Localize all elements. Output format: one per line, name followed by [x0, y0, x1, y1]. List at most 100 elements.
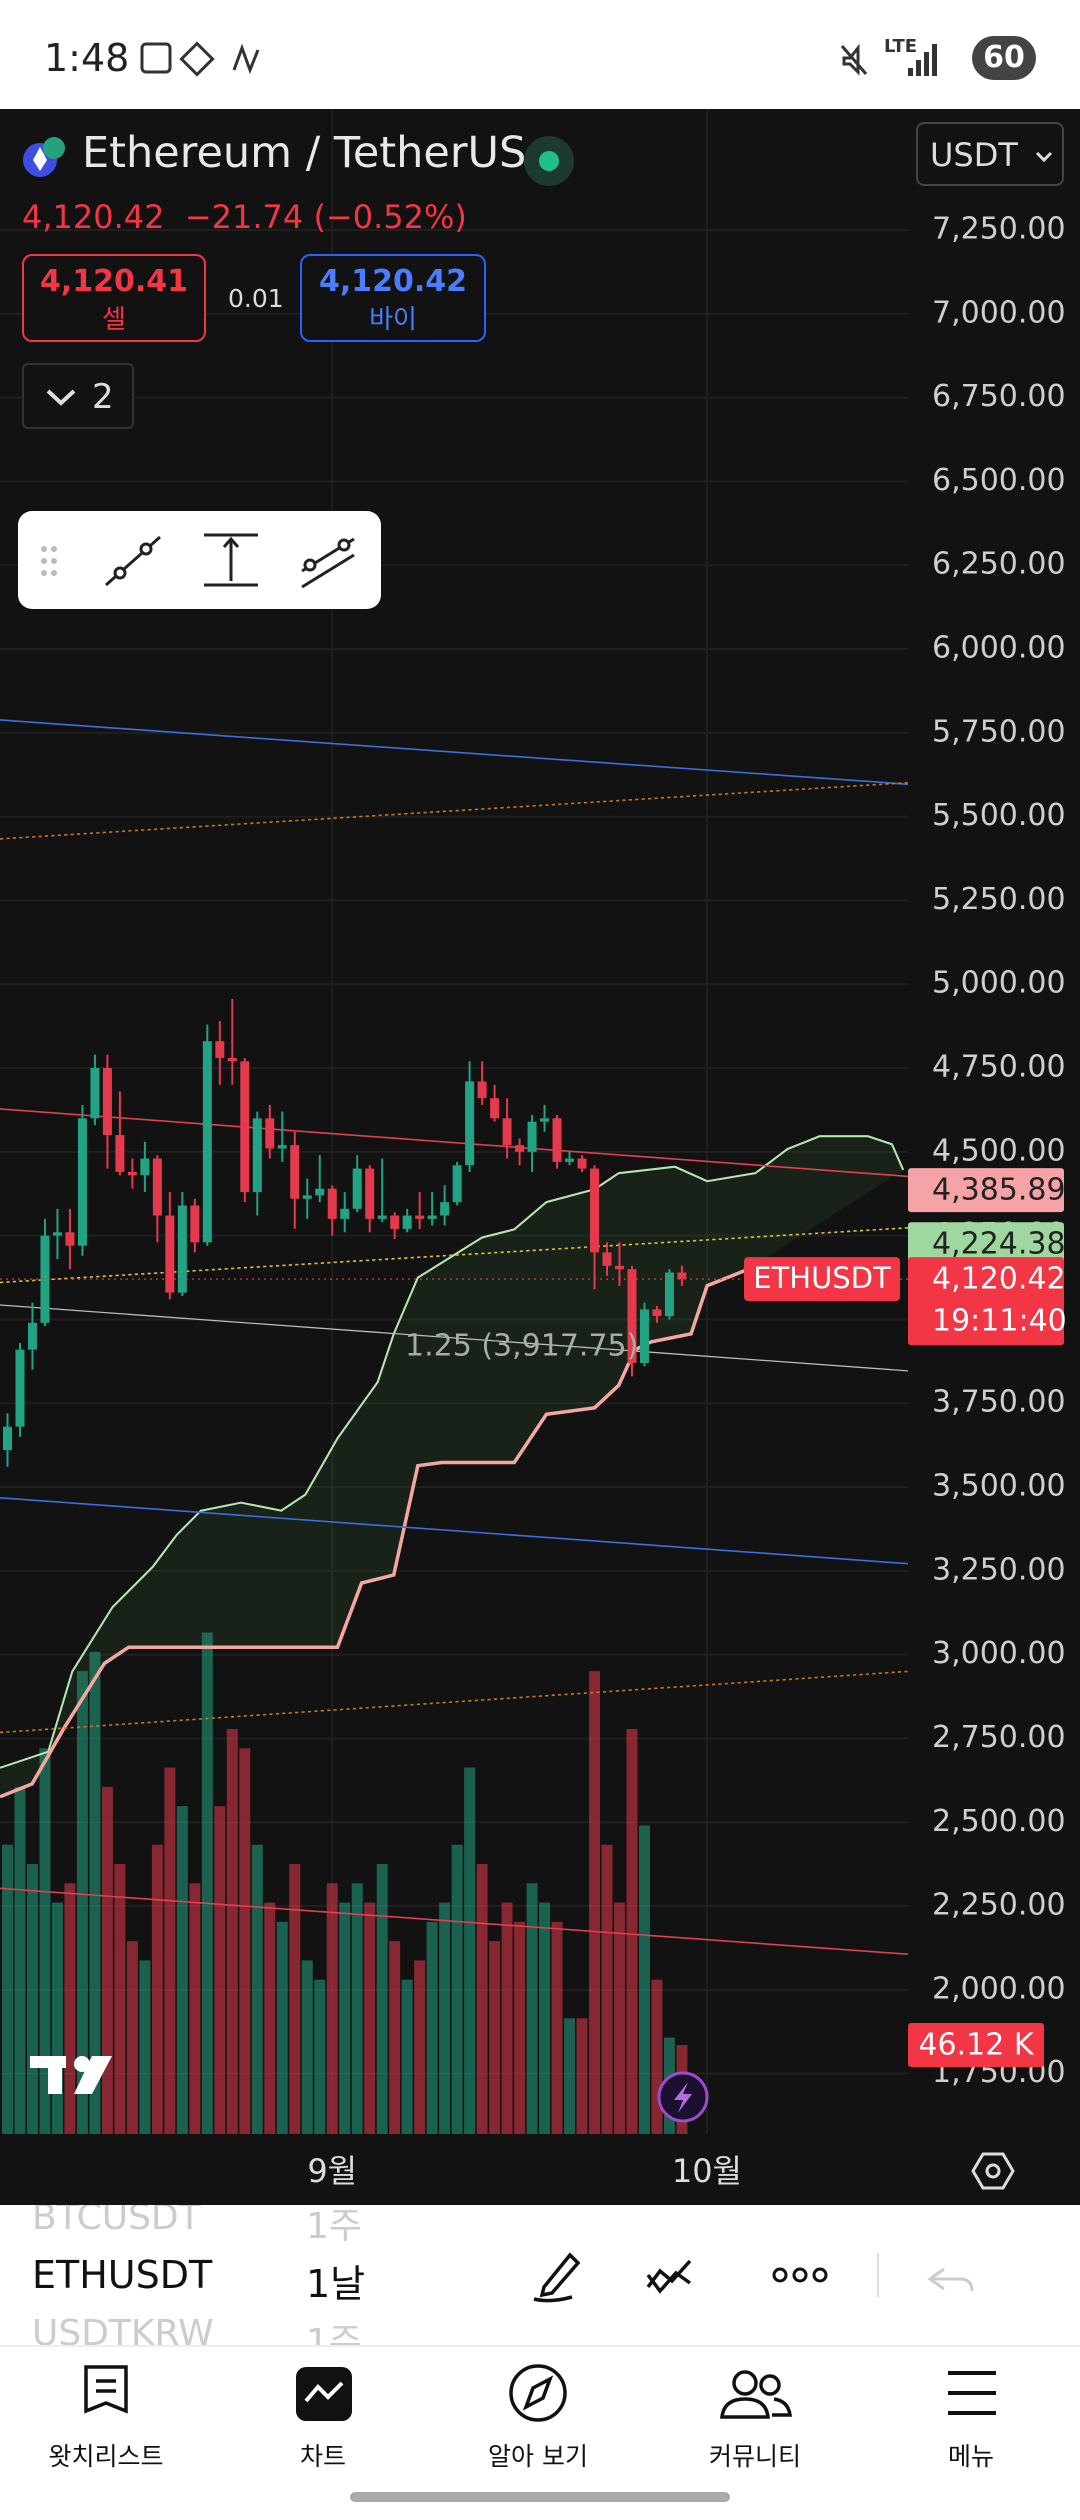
drawings — [0, 719, 909, 1956]
sell-price[interactable]: 4,120.41 — [39, 264, 189, 299]
symbol-selected[interactable]: ETHUSDT — [32, 2253, 213, 2297]
volume-pane — [1, 1632, 688, 2134]
candle-body — [352, 1168, 362, 1209]
volume-bar — [76, 1671, 88, 2134]
candle-body — [427, 1215, 437, 1219]
watchlist-icon[interactable] — [84, 2365, 128, 2414]
trend-line — [0, 1108, 909, 1178]
separator — [0, 2345, 1080, 2347]
interval-item[interactable]: 1주 — [306, 2322, 363, 2345]
y-tick-label: 5,750.00 — [932, 714, 1066, 749]
draw-button[interactable] — [533, 2252, 581, 2303]
chevron[interactable] — [44, 385, 78, 409]
y-tick-label: 6,750.00 — [932, 379, 1066, 414]
trend-tool[interactable] — [105, 535, 161, 587]
candle-body — [627, 1269, 637, 1364]
volume-bar — [301, 1960, 313, 2134]
series-tag-bg — [744, 1257, 900, 1302]
volume-bar — [226, 1729, 238, 2134]
x-tick-label: 9월 — [307, 2152, 357, 2190]
bar — [924, 52, 929, 76]
candle-body — [440, 1202, 450, 1216]
volume-bar — [626, 1729, 638, 2134]
nav-label[interactable]: 메뉴 — [947, 2442, 994, 2471]
select-arrow[interactable] — [1034, 150, 1054, 164]
series-tag: ETHUSDT — [753, 1261, 891, 1295]
volume-bar — [376, 1864, 388, 2134]
explore-icon[interactable] — [509, 2364, 567, 2422]
volume-bar — [576, 2018, 588, 2134]
candle-body — [52, 1232, 62, 1236]
sell-button[interactable]: 4,120.41 셀 — [22, 254, 206, 342]
volume-bar — [551, 1921, 563, 2134]
lightning-button[interactable] — [657, 2071, 709, 2123]
market-status — [524, 136, 574, 186]
symbol-picker[interactable]: BTCUSDT 1주 ETHUSDT 1날 USDTKRW 1주 — [0, 2205, 520, 2345]
nav-icons — [84, 2364, 996, 2422]
volume-bar — [264, 1902, 276, 2134]
channel-tool[interactable] — [301, 537, 355, 589]
volume-bar — [239, 1748, 251, 2134]
settings-icon[interactable] — [971, 2152, 1015, 2190]
volume-bar — [526, 1883, 538, 2134]
buy-label[interactable]: 바이 — [369, 305, 417, 335]
candle-body — [202, 1041, 212, 1243]
status-icons — [140, 41, 260, 77]
buy-price[interactable]: 4,120.42 — [318, 264, 468, 299]
buy-button[interactable]: 4,120.42 바이 — [300, 254, 486, 342]
nav-label[interactable]: 차트 — [299, 2442, 346, 2471]
indicator-button[interactable] — [646, 2259, 692, 2294]
symbol-item[interactable]: USDTKRW — [32, 2313, 214, 2345]
volume-bar — [539, 1902, 551, 2134]
drag-handle[interactable] — [41, 546, 57, 576]
symbol-item[interactable]: BTCUSDT — [32, 2205, 201, 2238]
arrow-path[interactable] — [1035, 151, 1053, 163]
range-tool[interactable] — [204, 533, 258, 587]
sell-label[interactable]: 셀 — [102, 305, 126, 335]
currency-select[interactable]: USDT — [916, 122, 1064, 186]
nav-label[interactable]: 커뮤니티 — [708, 2442, 801, 2471]
community-icon[interactable] — [720, 2370, 793, 2419]
trend-line — [0, 719, 909, 786]
y-tick-label: 6,000.00 — [932, 631, 1066, 666]
toolbar-icons — [41, 533, 355, 589]
chart-icon-line[interactable] — [304, 2381, 344, 2403]
candle-body — [340, 1208, 350, 1219]
hexagon[interactable] — [971, 2152, 1015, 2190]
volume-bar — [651, 1979, 663, 2134]
volume-bar — [389, 1941, 401, 2134]
logo-part — [48, 2056, 62, 2094]
volume-tag-bg — [908, 2023, 1044, 2068]
symbol-title[interactable]: Ethereum / TetherUS — [82, 128, 527, 178]
hexagon-dot[interactable] — [985, 2163, 1001, 2179]
change: −21.74 — [184, 198, 304, 236]
nav-label[interactable]: 왓치리스트 — [48, 2442, 164, 2471]
interval-item[interactable]: 1주 — [306, 2206, 363, 2247]
interval-selected[interactable]: 1날 — [306, 2262, 366, 2306]
y-tick-label: 3,250.00 — [932, 1552, 1066, 1587]
candle-body — [652, 1309, 662, 1317]
indicator-count[interactable]: 2 — [92, 377, 114, 417]
undo-button[interactable] — [927, 2267, 974, 2292]
candle-body — [140, 1158, 150, 1176]
menu-icon[interactable] — [948, 2371, 996, 2415]
y-tick-label: 2,000.00 — [932, 1971, 1066, 2006]
lightning-icon[interactable] — [674, 2082, 692, 2113]
currency[interactable]: USDT — [930, 136, 1018, 174]
candles — [2, 998, 687, 1467]
indicator-toggle[interactable]: 2 — [22, 363, 134, 429]
chevron-path[interactable] — [46, 389, 76, 406]
candle-body — [415, 1215, 425, 1219]
volume-bar — [476, 1864, 488, 2134]
volume-bar — [51, 1902, 63, 2134]
y-tick-label: 3,500.00 — [932, 1469, 1066, 1504]
candle-body — [515, 1145, 525, 1152]
logo-part — [74, 2056, 112, 2094]
candle-body — [90, 1068, 100, 1119]
nav-label[interactable]: 알아 보기 — [488, 2442, 588, 2471]
candle-body — [215, 1041, 225, 1058]
more-button[interactable] — [772, 2267, 828, 2283]
y-tick-label: 6,250.00 — [932, 547, 1066, 582]
candle-body — [227, 1057, 237, 1062]
